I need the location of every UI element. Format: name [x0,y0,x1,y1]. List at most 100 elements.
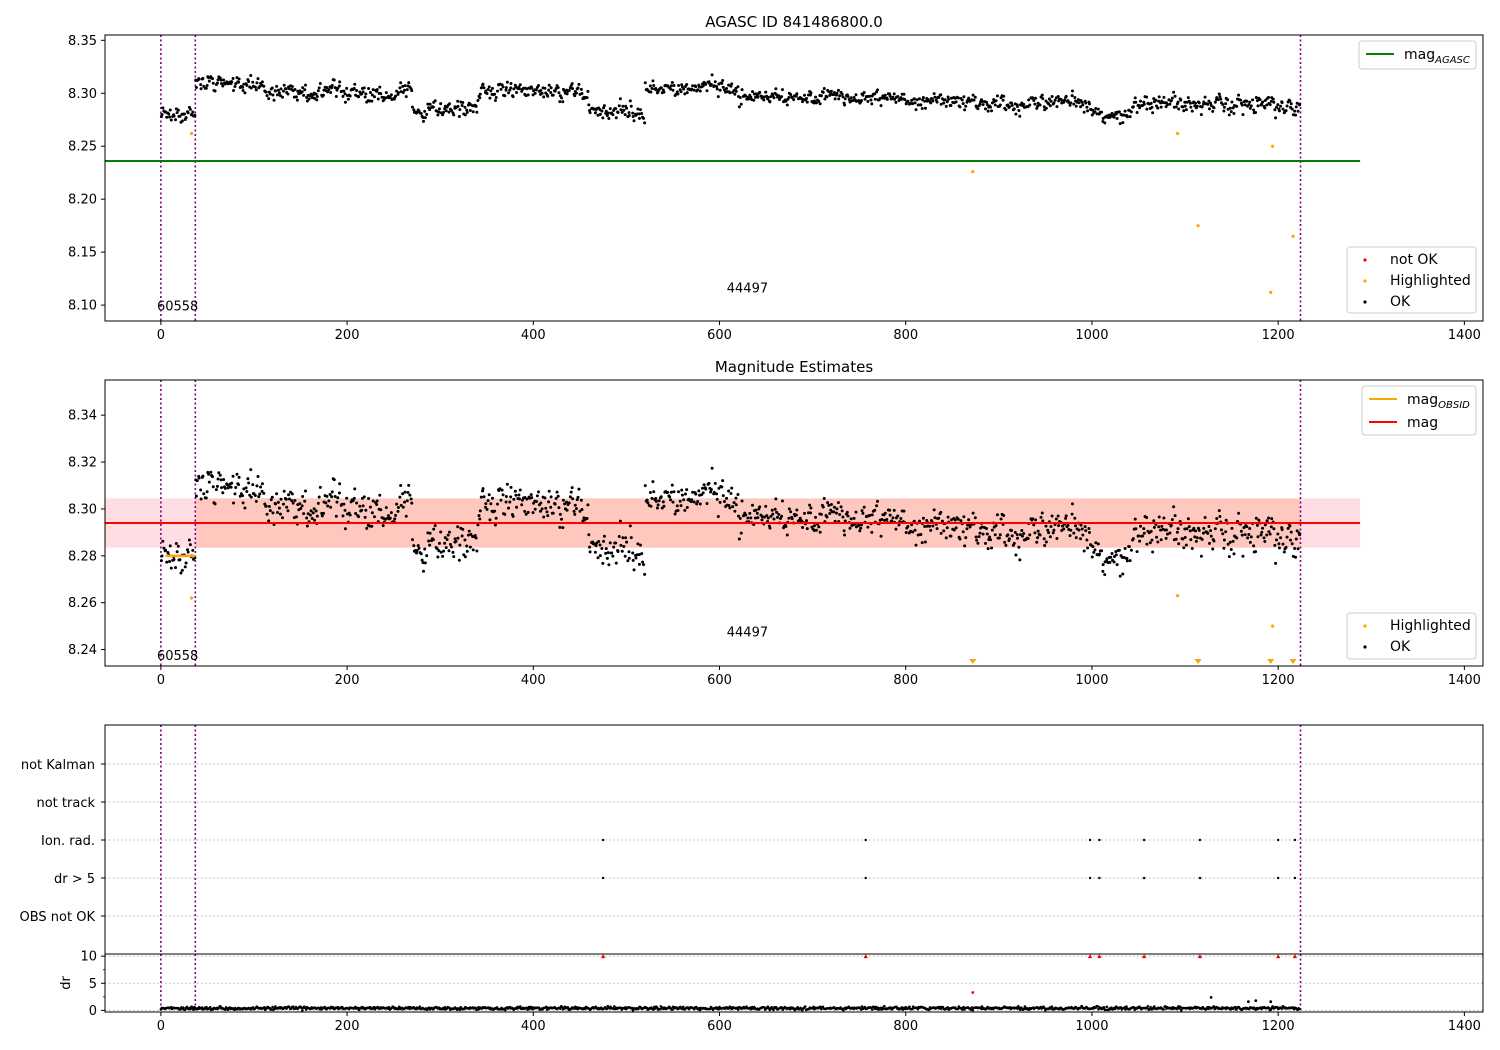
ok-point [710,73,714,77]
ok-point [311,511,315,515]
x-tick-label: 1000 [1075,673,1108,688]
ok-point [439,102,443,106]
ok-point [652,490,656,494]
ok-point [608,107,612,111]
ok-point [277,506,281,510]
ok-point [333,86,337,90]
ok-point [592,542,596,546]
ok-point [398,495,402,499]
flag-point [1142,876,1146,880]
plot-frame [104,34,1484,322]
ok-point [215,81,219,85]
ok-point [405,88,409,92]
dr-point [181,1006,185,1009]
ok-point [567,501,571,505]
ok-point [1184,108,1188,112]
ok-point [370,511,374,515]
ok-point [361,504,365,508]
ok-point [601,116,605,120]
ok-point [230,481,234,485]
ok-point [1272,527,1276,531]
ok-point [412,108,416,112]
ok-point [467,529,471,533]
ok-point [885,518,889,522]
ok-point [1015,105,1019,109]
ok-point [461,527,465,531]
ok-point [570,486,574,490]
ok-point [611,554,615,558]
ok-point [517,493,521,497]
ok-point [1142,102,1146,106]
ok-point [744,94,748,98]
ok-point [547,83,551,87]
ok-point [692,500,696,504]
ok-point [345,496,349,500]
ok-point [457,114,461,118]
legend-label: magAGASC [1404,47,1470,66]
ok-point [780,499,784,503]
ok-point [698,89,702,93]
ok-point [330,490,334,494]
ok-point [849,96,853,100]
ok-point [587,103,591,107]
ok-point [1015,533,1019,537]
ok-point [1254,95,1258,99]
ok-point [1248,540,1252,544]
ok-point [931,524,935,528]
legend-box [1346,612,1477,660]
ok-point [1112,560,1116,564]
ok-point [1186,517,1190,521]
ok-point [1274,116,1278,120]
ok-point [973,95,977,99]
ok-point [682,87,686,91]
ok-point [701,486,705,490]
ok-point [1267,516,1271,520]
ok-point [1280,101,1284,105]
ok-point [1170,96,1174,100]
ok-point [456,99,460,103]
dr-point [1097,1007,1100,1011]
ok-point [921,516,925,520]
ok-point [370,93,374,97]
ok-point [789,93,793,97]
ok-point [270,86,274,90]
ok-point [375,499,379,503]
ok-point [762,98,766,102]
ok-point [1200,105,1204,109]
dr-point [637,1007,640,1011]
ok-point [267,97,271,101]
ok-point [1261,100,1265,104]
ok-point [493,509,497,513]
ok-point [1276,103,1280,107]
ok-point [1241,554,1245,558]
ok-point [1105,557,1109,561]
ok-point [1281,107,1285,111]
ok-point [353,487,357,491]
ok-point [1125,556,1129,560]
ok-point [677,83,681,87]
ok-point [274,89,278,93]
ok-point [916,103,920,107]
ok-point [1070,512,1074,516]
ok-point [509,86,513,90]
ok-point [984,541,988,545]
ok-point [1033,102,1037,106]
ok-point [341,94,345,98]
ok-point [841,515,845,519]
ok-point [1291,113,1295,117]
ok-point [1074,524,1078,528]
ok-point [676,92,680,96]
ok-point [606,551,610,555]
ok-point [1284,545,1288,549]
ok-point [422,119,426,123]
ok-point [755,511,759,515]
ok-point [162,546,166,550]
ok-point [1041,519,1045,523]
ok-point [1070,502,1074,506]
ok-point [343,100,347,104]
ok-point [1213,100,1217,104]
ok-point [1090,113,1094,117]
ok-point [1044,540,1048,544]
ok-point [305,516,309,520]
ok-point [1227,113,1231,117]
